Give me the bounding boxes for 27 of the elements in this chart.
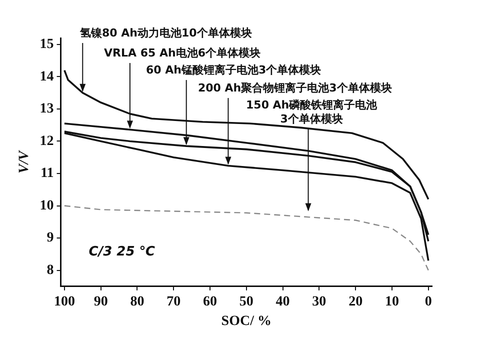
y-tick-label: 15 bbox=[40, 37, 54, 52]
x-tick-label: 30 bbox=[312, 294, 326, 310]
x-tick-label: 60 bbox=[203, 294, 218, 310]
y-tick-label: 14 bbox=[40, 69, 54, 84]
annotation: 150 Ah磷酸铁锂离子电池 3个单体模块 bbox=[246, 98, 378, 126]
x-tick-label: 70 bbox=[166, 294, 181, 310]
y-tick-label: 10 bbox=[40, 198, 54, 214]
annotation: C/3 25 ℃ bbox=[88, 244, 156, 260]
x-tick-label: 50 bbox=[239, 294, 254, 310]
x-tick-label: 90 bbox=[94, 294, 108, 310]
x-tick-label: 20 bbox=[348, 294, 363, 310]
x-tick-label: 40 bbox=[276, 294, 290, 310]
y-tick-label: 13 bbox=[40, 102, 54, 117]
y-tick-label: 12 bbox=[40, 134, 54, 149]
y-axis-title: V/V bbox=[17, 149, 32, 174]
x-tick-label: 0 bbox=[424, 294, 432, 310]
x-tick-label: 80 bbox=[130, 294, 144, 310]
x-tick-label: 100 bbox=[54, 294, 75, 310]
y-tick-label: 8 bbox=[46, 262, 54, 278]
annotation: 200 Ah聚合物锂离子电池3个单体模块 bbox=[198, 81, 392, 94]
annotation: VRLA 65 Ah电池6个单体模块 bbox=[104, 46, 260, 60]
x-tick-label: 10 bbox=[384, 294, 399, 310]
y-tick-label: 9 bbox=[46, 230, 54, 246]
y-tick-label: 11 bbox=[40, 166, 54, 182]
annotation: 氢镍80 Ah动力电池10个单体模块 bbox=[78, 26, 252, 40]
annotation: 60 Ah锰酸锂离子电池3个单体模块 bbox=[146, 63, 322, 76]
x-axis-title: SOC/ % bbox=[221, 314, 272, 330]
